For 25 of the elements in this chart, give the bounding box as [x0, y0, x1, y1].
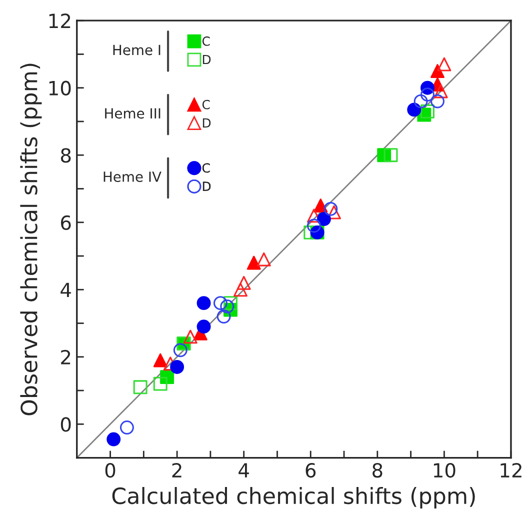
x-axis-title: Calculated chemical shifts (ppm): [112, 487, 475, 509]
y-tick-label: 6: [61, 215, 71, 230]
annotation: Heme I: [113, 44, 160, 56]
y-tick-label: 0: [60, 417, 71, 432]
annotation: Heme III: [105, 108, 160, 119]
x-tick-label: 6: [306, 462, 316, 478]
y-tick-label: 8: [60, 148, 71, 163]
x-tick-label: 12: [500, 462, 522, 478]
annotation: Heme IV: [104, 172, 162, 182]
x-tick-label: 0: [105, 462, 116, 478]
x-tick-label: 10: [434, 462, 456, 478]
legend-label: C: [202, 163, 210, 173]
y-tick-label: 10: [49, 80, 71, 96]
legend-label: D: [202, 54, 211, 64]
x-tick-label: 8: [372, 462, 382, 478]
x-tick-label: 4: [238, 463, 249, 478]
legend-label: D: [202, 182, 211, 191]
y-tick-label: 12: [49, 14, 70, 28]
legend-label: D: [202, 118, 211, 128]
legend-label: C: [202, 36, 210, 46]
y-axis-title: Observed chemical shifts (ppm): [20, 64, 42, 416]
y-tick-label: 2: [61, 350, 70, 364]
legend-label: C: [202, 100, 210, 110]
y-tick-label: 4: [60, 282, 71, 298]
x-tick-label: 2: [172, 462, 182, 478]
